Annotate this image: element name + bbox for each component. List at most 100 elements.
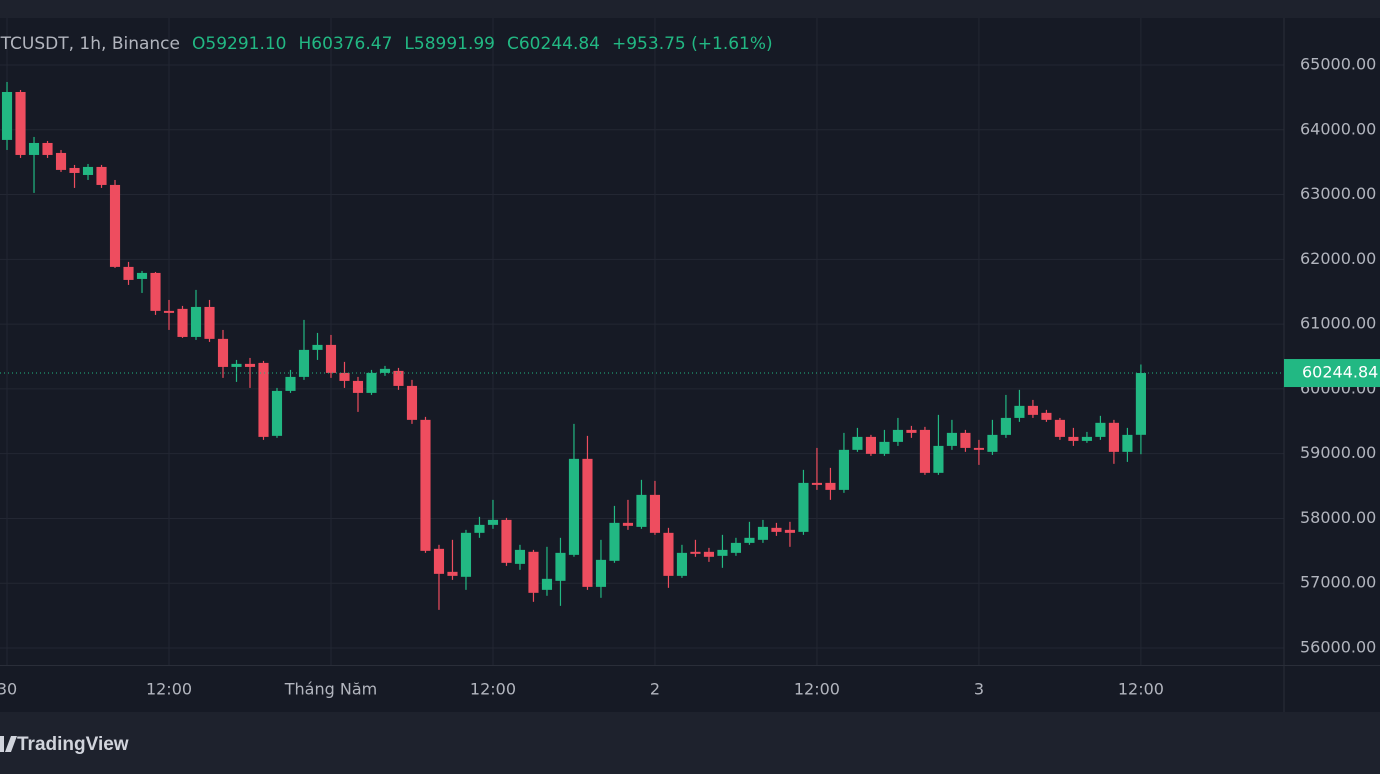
candle-body xyxy=(703,551,715,557)
candle-body xyxy=(771,527,782,532)
x-tick-label: 30 xyxy=(0,680,17,699)
ohlc-value: +953.75 (+1.61%) xyxy=(612,34,773,54)
candle-body xyxy=(312,344,323,350)
top-bar xyxy=(0,0,1380,18)
y-tick-label: 62000.00 xyxy=(1300,249,1376,268)
candle-body xyxy=(919,429,930,473)
x-tick-label: 12:00 xyxy=(470,680,516,699)
candle-body xyxy=(123,266,134,280)
candle-body xyxy=(609,522,620,561)
candle-body xyxy=(960,432,971,448)
candle-body xyxy=(447,571,458,576)
candle-body xyxy=(1108,422,1119,452)
candle-body xyxy=(69,167,80,173)
legend: BTCUSDT, 1h, Binance O59291.10 H60376.47 L… xyxy=(0,34,773,54)
candle-body xyxy=(825,482,836,490)
x-tick-label: 12:00 xyxy=(146,680,192,699)
candle-body xyxy=(690,551,701,554)
candle-body xyxy=(838,449,850,490)
y-tick-label: 64000.00 xyxy=(1300,119,1376,138)
candle-body xyxy=(217,338,229,367)
candle-body xyxy=(136,272,148,279)
candle-body xyxy=(420,419,431,551)
candle-body xyxy=(28,142,40,155)
candle-body xyxy=(784,529,796,533)
candle-body xyxy=(460,532,472,577)
candle-body xyxy=(1014,405,1025,418)
candle-body xyxy=(15,91,26,155)
candle-body xyxy=(1081,436,1092,441)
candle-body xyxy=(366,372,377,393)
y-tick-label: 61000.00 xyxy=(1300,314,1376,333)
candle-body xyxy=(811,482,823,485)
y-tick-label: 58000.00 xyxy=(1300,508,1376,527)
candle-body xyxy=(271,390,283,436)
candle-body xyxy=(541,578,553,590)
y-tick-label: 59000.00 xyxy=(1300,443,1376,462)
x-tick-label: 12:00 xyxy=(1118,680,1164,699)
candle-body xyxy=(109,184,121,267)
candle-body xyxy=(1135,373,1146,435)
x-tick-label: 3 xyxy=(974,680,984,699)
last-price-box xyxy=(1284,359,1380,388)
candle-body xyxy=(163,310,175,313)
ohlc-value: C60244.84 xyxy=(507,34,600,54)
y-tick-label: 63000.00 xyxy=(1300,184,1376,203)
candle-body xyxy=(852,436,863,450)
candle-body xyxy=(379,368,391,373)
candle-body xyxy=(1095,422,1106,437)
candle-body xyxy=(325,344,337,373)
candle-body xyxy=(150,272,161,311)
candle-body xyxy=(1068,436,1079,441)
y-tick-label: 65000.00 xyxy=(1300,54,1376,73)
candle-body xyxy=(177,308,188,337)
y-tick-label: 56000.00 xyxy=(1300,638,1376,657)
x-tick-label: 12:00 xyxy=(794,680,840,699)
logo-mark xyxy=(0,736,4,752)
candle-body xyxy=(487,519,499,525)
candle-body xyxy=(757,526,769,540)
candle-body xyxy=(906,429,917,433)
candle-body xyxy=(528,551,539,593)
ohlc-value: H60376.47 xyxy=(299,34,393,54)
candle-body xyxy=(730,542,742,553)
candle-body xyxy=(339,372,350,381)
candles xyxy=(0,81,1284,610)
candle-body xyxy=(649,494,661,533)
candle-body xyxy=(285,376,296,391)
candle-body xyxy=(865,436,877,454)
candle-body xyxy=(82,166,94,175)
candle-body xyxy=(744,537,755,543)
candle-body xyxy=(298,349,310,377)
candle-body xyxy=(514,549,526,564)
ohlc-value: L58991.99 xyxy=(404,34,495,54)
candle-body xyxy=(190,306,202,337)
candle-body xyxy=(892,429,903,442)
candle-body xyxy=(568,458,580,555)
candle-body xyxy=(1,91,13,140)
candle-body xyxy=(1122,434,1133,452)
candle-body xyxy=(55,152,67,170)
candle-body xyxy=(352,380,364,393)
last-price-label: 60244.84 xyxy=(1302,363,1378,382)
candle-body xyxy=(933,445,944,473)
candle-body xyxy=(393,370,404,386)
candle-body xyxy=(244,363,256,367)
candle-body xyxy=(1054,419,1065,437)
candle-body xyxy=(717,549,728,556)
candle-body xyxy=(1000,417,1011,435)
candle-body xyxy=(42,142,53,155)
ohlc-value: O59291.10 xyxy=(192,34,287,54)
candle-body xyxy=(96,166,107,185)
candle-body xyxy=(946,432,957,446)
candle-body xyxy=(973,447,984,450)
candle-body xyxy=(204,306,215,339)
candle-body xyxy=(433,548,445,574)
axes: 56000.0057000.0058000.0059000.0060000.00… xyxy=(0,54,1380,699)
logo: TradingView xyxy=(0,734,129,755)
candle-body xyxy=(582,458,593,587)
logo-mark xyxy=(5,736,17,752)
candle-body xyxy=(636,494,647,527)
